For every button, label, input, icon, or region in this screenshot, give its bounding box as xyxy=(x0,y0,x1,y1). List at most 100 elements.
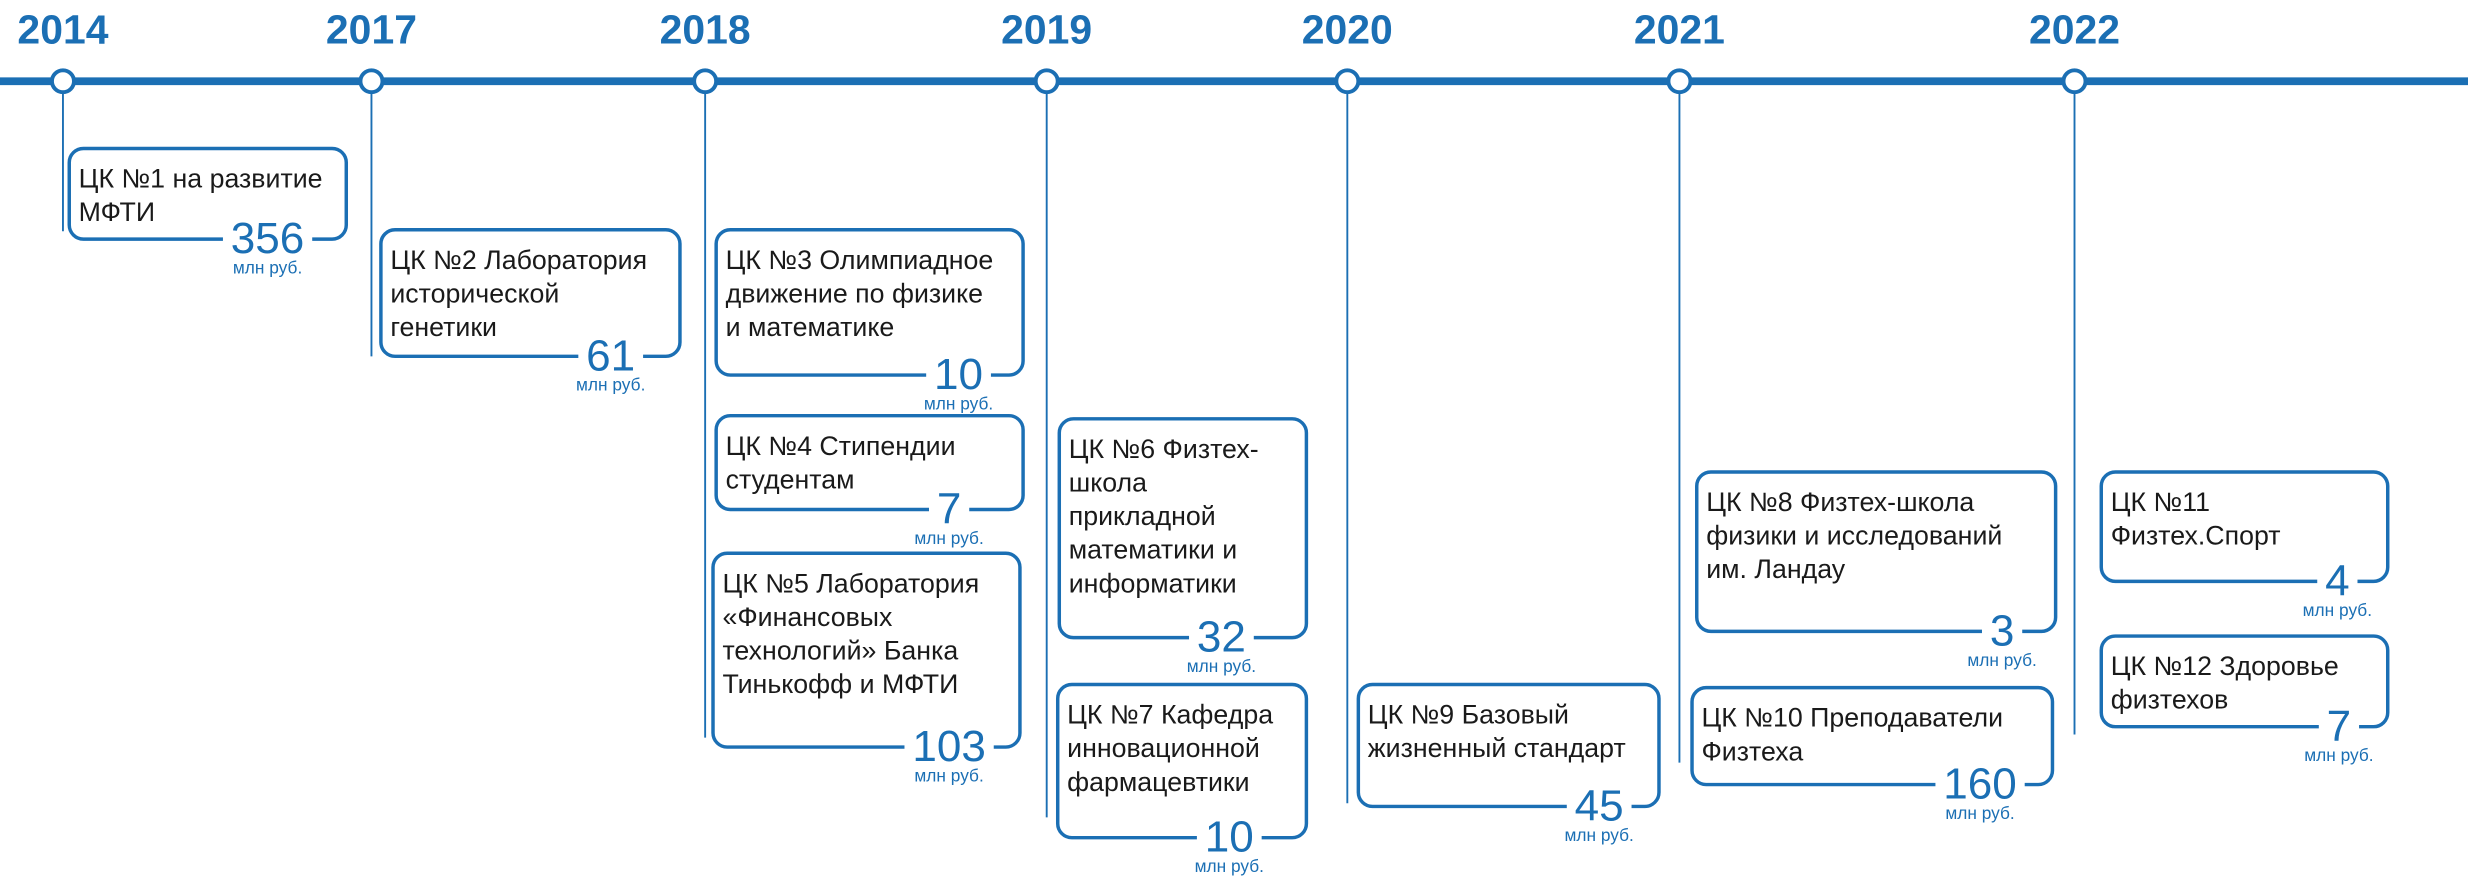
unit: млн руб. xyxy=(2304,745,2373,765)
card-border xyxy=(379,228,682,359)
number-gap xyxy=(2317,575,2358,588)
amount: 103 xyxy=(912,722,986,771)
card-text: им. Ландау xyxy=(1706,554,1846,584)
fund-card: ЦК №5 Лаборатория «Финансовых технологий» … xyxy=(711,551,1022,785)
card-text: генетики xyxy=(390,312,497,342)
unit: млн руб. xyxy=(1195,856,1264,876)
year-dot xyxy=(49,68,76,95)
unit: млн руб. xyxy=(2303,600,2372,620)
card-text: и математике xyxy=(726,312,895,342)
amount: 10 xyxy=(934,350,983,399)
number-gap xyxy=(1189,631,1254,644)
unit: млн руб. xyxy=(1564,825,1633,845)
number-gap xyxy=(928,503,970,516)
card-border xyxy=(1690,685,2055,787)
card-border xyxy=(2099,634,2390,729)
card-text: ЦК №10 Преподаватели xyxy=(1701,703,2003,733)
card-text: физики и исследований xyxy=(1706,521,2002,551)
year-dot xyxy=(1334,68,1361,95)
fund-card: ЦК №8 Физтех-школа физики и исследованийи… xyxy=(1695,470,2058,670)
year-label: 2019 xyxy=(1001,7,1092,53)
card-border xyxy=(1057,417,1309,640)
card-text: математики и xyxy=(1069,535,1237,565)
card-text: инновационной xyxy=(1067,733,1260,763)
card-text: технологий» Банка xyxy=(722,636,958,666)
amount: 3 xyxy=(1990,607,2015,656)
year-label: 2020 xyxy=(1302,7,1393,53)
card-text: прикладной xyxy=(1069,501,1216,531)
card-border xyxy=(1055,682,1309,840)
unit: млн руб. xyxy=(924,394,993,414)
card-text: ЦК №8 Физтех-школа xyxy=(1706,487,1974,517)
card-text: школа xyxy=(1069,468,1147,498)
number-gap xyxy=(578,350,644,363)
number-gap xyxy=(926,368,991,382)
card-text: МФТИ xyxy=(79,197,155,227)
amount: 7 xyxy=(937,485,962,534)
card-text: «Финансовых xyxy=(722,602,893,632)
card-text: ЦК №2 Лаборатория xyxy=(390,245,647,275)
card-border xyxy=(2099,470,2390,584)
year-dot xyxy=(2061,68,2088,95)
amount: 356 xyxy=(231,214,305,263)
unit: млн руб. xyxy=(576,375,645,395)
card-text: жизненный стандарт xyxy=(1368,733,1626,763)
card-text: Физтеха xyxy=(1701,736,1803,766)
amount: 160 xyxy=(1943,760,2017,809)
card-text: ЦК №6 Физтех- xyxy=(1069,434,1259,464)
number-gap xyxy=(904,740,994,754)
number-gap xyxy=(1935,778,2025,791)
unit: млн руб. xyxy=(233,258,302,278)
card-text: ЦК №5 Лаборатория xyxy=(722,568,979,598)
card-text: движение по физике xyxy=(726,278,983,308)
card-text: ЦК №12 Здоровье xyxy=(2111,651,2339,681)
number-gap xyxy=(2318,720,2360,733)
card-text: ЦК №7 Кафедра xyxy=(1067,700,1273,730)
year-dot xyxy=(358,68,385,95)
amount: 32 xyxy=(1197,613,1246,662)
year-label: 2017 xyxy=(326,7,417,53)
card-text: ЦК №9 Базовый xyxy=(1368,700,1569,730)
card-text: ЦК №1 на развитие xyxy=(79,164,323,194)
card-border xyxy=(67,146,349,241)
unit: млн руб. xyxy=(914,528,983,548)
amount: 7 xyxy=(2327,702,2352,751)
card-text: информатики xyxy=(1069,568,1237,598)
number-gap xyxy=(222,232,313,246)
year-label: 2018 xyxy=(660,7,751,53)
number-gap xyxy=(1566,800,1632,813)
unit: млн руб. xyxy=(1945,803,2014,823)
year-dot xyxy=(692,68,719,95)
amount: 45 xyxy=(1575,782,1624,831)
card-text: физтехов xyxy=(2111,685,2229,715)
card-text: студентам xyxy=(726,464,855,494)
card-border xyxy=(711,551,1022,749)
unit: млн руб. xyxy=(1187,656,1256,676)
year-label: 2022 xyxy=(2029,7,2120,53)
card-text: ЦК №4 Стипендии xyxy=(726,431,956,461)
number-gap xyxy=(1196,831,1262,844)
card-text: ЦК №3 Олимпиадное xyxy=(726,245,994,275)
card-border xyxy=(1356,682,1661,809)
card-border xyxy=(1695,470,2058,634)
card-text: ЦК №11 xyxy=(2111,487,2210,517)
card-border xyxy=(714,228,1025,377)
year-dot xyxy=(1666,68,1693,95)
card-text: Тинькофф и МФТИ xyxy=(722,669,958,699)
card-border xyxy=(714,413,1025,512)
year-label: 2014 xyxy=(17,7,108,53)
unit: млн руб. xyxy=(1967,650,2036,670)
card-text: исторической xyxy=(390,278,559,308)
unit: млн руб. xyxy=(914,765,983,785)
